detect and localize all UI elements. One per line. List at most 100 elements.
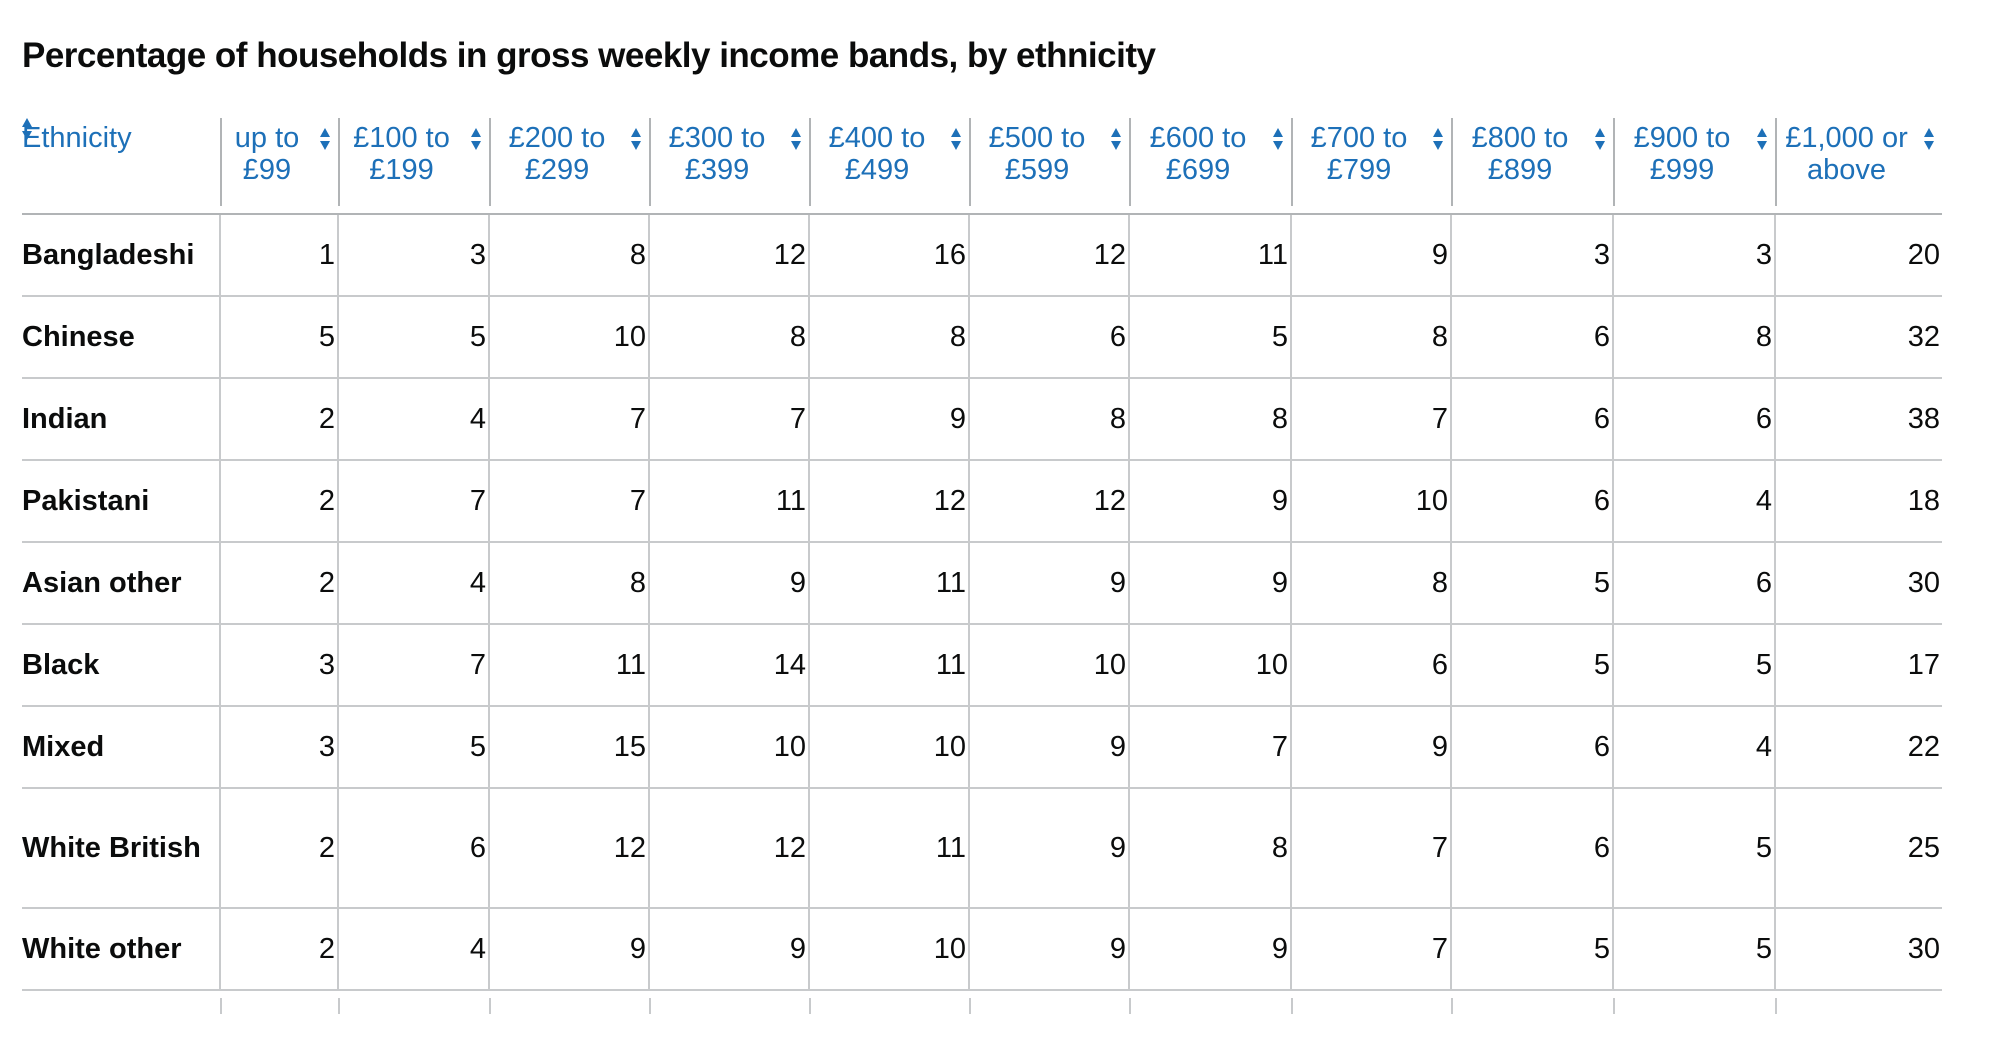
table-caption: Percentage of households in gross weekly… [22, 36, 1156, 75]
table-cell: 9 [1128, 460, 1291, 543]
sort-arrows-icon [951, 128, 961, 154]
column-header: £900 to £999 [1613, 118, 1775, 215]
sort-arrows-icon [1757, 128, 1767, 154]
sort-200-to-299-button[interactable]: £200 to £299 [489, 118, 649, 206]
column-header: £100 to £199 [338, 118, 489, 215]
table-cell: 9 [1290, 214, 1451, 297]
table-cell: 14 [648, 624, 809, 707]
table-cell: 10 [968, 624, 1129, 707]
table-cell: 10 [1290, 460, 1451, 543]
column-header: £800 to £899 [1451, 118, 1613, 215]
sort-arrows-icon [631, 128, 641, 154]
table-cell: 6 [1450, 788, 1613, 909]
table-cell: 1 [219, 214, 338, 297]
table-cell: 12 [968, 214, 1129, 297]
table-cell: 9 [648, 542, 809, 625]
table-cell: 9 [968, 788, 1129, 909]
income-table: Ethnicity up to £99 £100 to £199 £200 to… [22, 118, 1942, 991]
row-label: Pakistani [22, 460, 220, 543]
sort-arrows-icon [1595, 128, 1605, 154]
sort-300-to-399-button[interactable]: £300 to £399 [649, 118, 809, 206]
table-cell: 6 [1290, 624, 1451, 707]
table-row: Pakistani 2 7 7 11 12 12 9 10 6 4 18 [22, 460, 1942, 543]
table-cell: 18 [1774, 460, 1942, 543]
table-cell: 6 [1612, 542, 1775, 625]
sort-500-to-599-button[interactable]: £500 to £599 [969, 118, 1129, 206]
table-cell: 12 [648, 214, 809, 297]
table-cell: 5 [1612, 624, 1775, 707]
table-cell: 38 [1774, 378, 1942, 461]
column-header-label: £400 to £499 [828, 122, 926, 186]
column-header: £400 to £499 [809, 118, 969, 215]
sort-900-to-999-button[interactable]: £900 to £999 [1613, 118, 1775, 206]
table-cell: 12 [488, 788, 649, 909]
sort-100-to-199-button[interactable]: £100 to £199 [338, 118, 489, 206]
table-cell: 9 [968, 706, 1129, 789]
sort-800-to-899-button[interactable]: £800 to £899 [1451, 118, 1613, 206]
column-header: £700 to £799 [1291, 118, 1451, 215]
column-divider [809, 998, 811, 1014]
table-cell: 11 [808, 624, 969, 707]
table-cell: 9 [968, 908, 1129, 991]
sort-arrows-icon [1924, 128, 1934, 154]
column-header-label: £200 to £299 [508, 122, 606, 186]
table-cell: 6 [968, 296, 1129, 379]
table-cell: 32 [1774, 296, 1942, 379]
column-divider [969, 998, 971, 1014]
table-cell: 11 [808, 788, 969, 909]
table-cell: 5 [1450, 542, 1613, 625]
column-header-label: £300 to £399 [668, 122, 766, 186]
table-cell: 5 [1612, 788, 1775, 909]
table-cell: 11 [1128, 214, 1291, 297]
table-cell: 5 [1450, 908, 1613, 991]
table-cell: 10 [808, 706, 969, 789]
column-header: £300 to £399 [649, 118, 809, 215]
table-cell: 5 [1128, 296, 1291, 379]
column-header-label: £500 to £599 [988, 122, 1086, 186]
column-divider [338, 998, 340, 1014]
sort-700-to-799-button[interactable]: £700 to £799 [1291, 118, 1451, 206]
table-cell: 2 [219, 378, 338, 461]
sort-ethnicity-button[interactable]: Ethnicity [22, 118, 220, 206]
sort-arrows-icon [1433, 128, 1443, 154]
table-cell: 7 [1290, 378, 1451, 461]
column-header-label: £700 to £799 [1310, 122, 1408, 186]
column-header-label: £600 to £699 [1149, 122, 1247, 186]
table-cell: 2 [219, 908, 338, 991]
column-header: £1,000 or above [1775, 118, 1942, 215]
sort-up-to-99-button[interactable]: up to £99 [220, 118, 338, 206]
table-cell: 4 [1612, 460, 1775, 543]
row-label: Asian other [22, 542, 220, 625]
table-cell: 3 [1612, 214, 1775, 297]
table-cell: 9 [1290, 706, 1451, 789]
table-cell: 7 [337, 460, 489, 543]
sort-1000-or-above-button[interactable]: £1,000 or above [1775, 118, 1942, 206]
table-cell: 5 [1612, 908, 1775, 991]
column-header-label: £900 to £999 [1633, 122, 1731, 186]
table-cell: 7 [488, 378, 649, 461]
column-header: £200 to £299 [489, 118, 649, 215]
sort-arrows-icon [471, 128, 481, 154]
table-cell: 10 [648, 706, 809, 789]
sort-arrows-icon [1111, 128, 1121, 154]
column-divider [1775, 998, 1777, 1014]
sort-arrows-icon [22, 118, 148, 153]
column-header: £600 to £699 [1129, 118, 1291, 215]
column-divider [1129, 998, 1131, 1014]
sort-600-to-699-button[interactable]: £600 to £699 [1129, 118, 1291, 206]
table-cell: 6 [1450, 706, 1613, 789]
table-cell: 2 [219, 460, 338, 543]
table-cell: 16 [808, 214, 969, 297]
table-cell: 2 [219, 542, 338, 625]
table-cell: 8 [1290, 296, 1451, 379]
table-cell: 11 [808, 542, 969, 625]
table-cell: 4 [337, 908, 489, 991]
sort-400-to-499-button[interactable]: £400 to £499 [809, 118, 969, 206]
table-cell: 5 [1450, 624, 1613, 707]
table-cell: 8 [1290, 542, 1451, 625]
table-cell: 12 [808, 460, 969, 543]
table-cell: 7 [337, 624, 489, 707]
table-cell: 4 [337, 542, 489, 625]
column-divider [1291, 998, 1293, 1014]
table-cell: 11 [488, 624, 649, 707]
